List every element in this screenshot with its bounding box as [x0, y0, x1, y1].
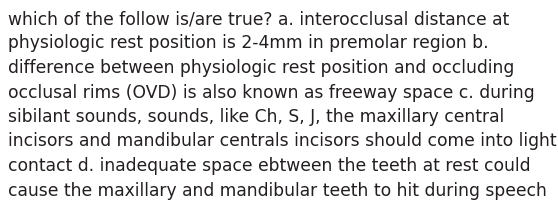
Text: sibilant sounds, sounds, like Ch, S, J, the maxillary central: sibilant sounds, sounds, like Ch, S, J, … [8, 108, 504, 126]
Text: difference between physiologic rest position and occluding: difference between physiologic rest posi… [8, 59, 514, 77]
Text: which of the follow is/are true? a. interocclusal distance at: which of the follow is/are true? a. inte… [8, 10, 509, 28]
Text: incisors and mandibular centrals incisors should come into light: incisors and mandibular centrals incisor… [8, 133, 557, 150]
Text: occlusal rims (OVD) is also known as freeway space c. during: occlusal rims (OVD) is also known as fre… [8, 84, 535, 102]
Text: contact d. inadequate space ebtween the teeth at rest could: contact d. inadequate space ebtween the … [8, 157, 531, 175]
Text: physiologic rest position is 2-4mm in premolar region b.: physiologic rest position is 2-4mm in pr… [8, 34, 489, 52]
Text: cause the maxillary and mandibular teeth to hit during speech: cause the maxillary and mandibular teeth… [8, 181, 547, 200]
